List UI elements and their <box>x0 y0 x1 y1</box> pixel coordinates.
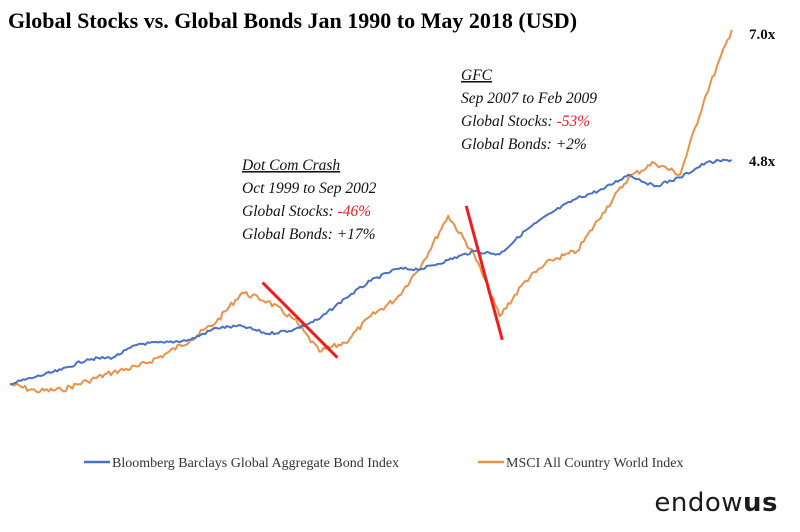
annotation-gfc-stocks: Global Stocks: -53% <box>461 113 590 130</box>
plot-area <box>9 29 733 394</box>
annotation-dotcom-stocks-label: Global Stocks: <box>242 203 338 220</box>
annotation-dotcom-stocks: Global Stocks: -46% <box>242 203 371 220</box>
annotation-gfc: GFC Sep 2007 to Feb 2009 Global Stocks: … <box>461 67 597 153</box>
chart-title: Global Stocks vs. Global Bonds Jan 1990 … <box>8 8 577 33</box>
crash-markers <box>261 205 504 359</box>
crash-marker-dotcom <box>261 281 339 359</box>
annotation-dotcom-heading: Dot Com Crash <box>241 157 340 174</box>
series-line-stocks <box>9 29 733 394</box>
annotation-dotcom-stocks-value: -46% <box>338 203 372 220</box>
annotation-dotcom-bonds: Global Bonds: +17% <box>242 226 376 243</box>
series-end-label-stocks: 7.0x <box>749 27 776 43</box>
annotation-gfc-stocks-label: Global Stocks: <box>461 113 557 130</box>
crash-marker-gfc <box>464 205 504 341</box>
annotation-dotcom-period: Oct 1999 to Sep 2002 <box>242 180 377 197</box>
annotation-gfc-heading: GFC <box>461 67 493 84</box>
legend: Bloomberg Barclays Global Aggregate Bond… <box>84 456 684 471</box>
annotation-gfc-bonds: Global Bonds: +2% <box>461 136 587 153</box>
series-end-label-bonds: 4.8x <box>749 154 776 170</box>
legend-label-bonds: Bloomberg Barclays Global Aggregate Bond… <box>112 456 399 471</box>
legend-label-stocks: MSCI All Country World Index <box>506 456 684 471</box>
annotation-gfc-period: Sep 2007 to Feb 2009 <box>461 90 597 107</box>
series-line-bonds <box>9 158 733 386</box>
endowus-logo: endowus <box>654 488 778 518</box>
annotation-dotcom: Dot Com Crash Oct 1999 to Sep 2002 Globa… <box>241 157 377 243</box>
annotation-gfc-stocks-value: -53% <box>557 113 591 130</box>
